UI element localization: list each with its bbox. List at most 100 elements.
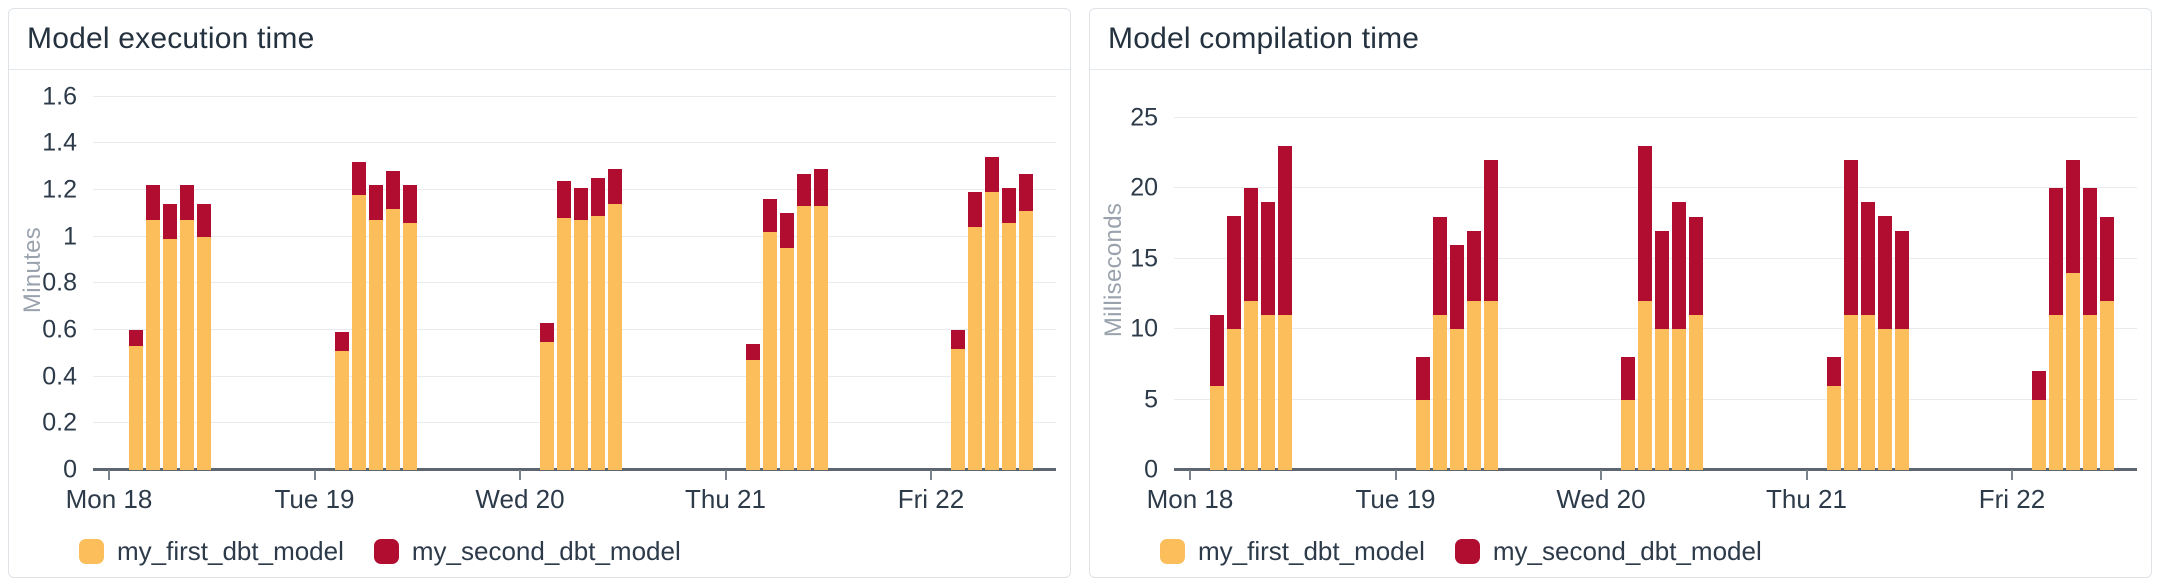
bar-wed-20-5[interactable]: [1689, 216, 1703, 470]
bar-segment-my_first_dbt_model[interactable]: [2083, 315, 2097, 470]
bar-segment-my_second_dbt_model[interactable]: [540, 323, 554, 342]
bar-segment-my_first_dbt_model[interactable]: [385, 208, 400, 470]
bar-segment-my_first_dbt_model[interactable]: [557, 218, 571, 470]
bar-thu-21-3[interactable]: [779, 213, 794, 470]
bar-wed-20-1[interactable]: [1621, 357, 1635, 470]
bar-segment-my_second_dbt_model[interactable]: [351, 162, 366, 195]
bar-segment-my_first_dbt_model[interactable]: [1894, 329, 1909, 470]
bar-segment-my_second_dbt_model[interactable]: [1210, 315, 1224, 386]
bar-segment-my_second_dbt_model[interactable]: [1483, 160, 1498, 301]
bar-segment-my_first_dbt_model[interactable]: [129, 346, 143, 470]
bar-tue-19-1[interactable]: [1415, 357, 1430, 470]
bar-segment-my_first_dbt_model[interactable]: [574, 220, 588, 470]
bar-segment-my_first_dbt_model[interactable]: [1466, 301, 1481, 470]
bar-segment-my_second_dbt_model[interactable]: [985, 157, 999, 193]
bar-tue-19-3[interactable]: [368, 185, 383, 470]
bar-tue-19-5[interactable]: [1483, 160, 1498, 470]
bar-segment-my_first_dbt_model[interactable]: [779, 248, 794, 470]
bar-tue-19-4[interactable]: [385, 171, 400, 470]
bar-thu-21-4[interactable]: [1877, 216, 1892, 470]
bar-segment-my_first_dbt_model[interactable]: [1877, 329, 1892, 470]
bar-segment-my_second_dbt_model[interactable]: [1278, 146, 1292, 316]
bar-segment-my_first_dbt_model[interactable]: [1432, 315, 1447, 470]
bar-wed-20-2[interactable]: [557, 180, 571, 470]
bar-segment-my_second_dbt_model[interactable]: [2083, 188, 2097, 316]
bar-segment-my_first_dbt_model[interactable]: [796, 206, 811, 470]
bar-segment-my_first_dbt_model[interactable]: [813, 206, 828, 470]
bar-segment-my_second_dbt_model[interactable]: [1466, 230, 1481, 301]
bar-tue-19-2[interactable]: [1432, 216, 1447, 470]
bar-fri-22-3[interactable]: [985, 157, 999, 470]
bar-tue-19-1[interactable]: [334, 332, 349, 470]
bar-segment-my_first_dbt_model[interactable]: [745, 360, 760, 470]
legend-item-my_first_dbt_model[interactable]: my_first_dbt_model: [79, 536, 344, 567]
bar-segment-my_second_dbt_model[interactable]: [1672, 202, 1686, 330]
bar-segment-my_second_dbt_model[interactable]: [1244, 188, 1258, 301]
bar-segment-my_second_dbt_model[interactable]: [334, 332, 349, 352]
bar-mon-18-4[interactable]: [1261, 202, 1275, 470]
bar-segment-my_first_dbt_model[interactable]: [1689, 315, 1703, 470]
bar-segment-my_second_dbt_model[interactable]: [146, 185, 160, 221]
bar-mon-18-1[interactable]: [129, 330, 143, 470]
bar-thu-21-4[interactable]: [796, 173, 811, 470]
bar-segment-my_first_dbt_model[interactable]: [1261, 315, 1275, 470]
bar-segment-my_second_dbt_model[interactable]: [385, 171, 400, 209]
bar-segment-my_first_dbt_model[interactable]: [1244, 301, 1258, 470]
bar-segment-my_first_dbt_model[interactable]: [1210, 385, 1224, 470]
bar-segment-my_first_dbt_model[interactable]: [163, 239, 177, 470]
bar-thu-21-1[interactable]: [745, 344, 760, 470]
bar-fri-22-4[interactable]: [1002, 187, 1016, 470]
bar-fri-22-4[interactable]: [2083, 188, 2097, 470]
bar-segment-my_second_dbt_model[interactable]: [368, 185, 383, 221]
bar-fri-22-2[interactable]: [968, 192, 982, 470]
bar-segment-my_first_dbt_model[interactable]: [334, 351, 349, 470]
bar-segment-my_second_dbt_model[interactable]: [574, 187, 588, 221]
bar-segment-my_first_dbt_model[interactable]: [1826, 385, 1841, 470]
bar-segment-my_first_dbt_model[interactable]: [1019, 211, 1033, 470]
bar-segment-my_first_dbt_model[interactable]: [146, 220, 160, 470]
bar-segment-my_first_dbt_model[interactable]: [1672, 329, 1686, 470]
bar-fri-22-2[interactable]: [2049, 188, 2063, 470]
bar-segment-my_second_dbt_model[interactable]: [2032, 371, 2046, 400]
bar-segment-my_first_dbt_model[interactable]: [197, 236, 211, 470]
bar-fri-22-1[interactable]: [2032, 371, 2046, 470]
bar-segment-my_first_dbt_model[interactable]: [591, 215, 605, 470]
bar-segment-my_second_dbt_model[interactable]: [1002, 187, 1016, 223]
bar-segment-my_second_dbt_model[interactable]: [557, 180, 571, 219]
legend-item-my_second_dbt_model[interactable]: my_second_dbt_model: [373, 536, 681, 567]
bar-segment-my_first_dbt_model[interactable]: [368, 220, 383, 470]
bar-segment-my_second_dbt_model[interactable]: [779, 213, 794, 249]
bar-segment-my_first_dbt_model[interactable]: [1227, 329, 1241, 470]
bar-segment-my_first_dbt_model[interactable]: [1860, 315, 1875, 470]
bar-segment-my_first_dbt_model[interactable]: [351, 194, 366, 470]
bar-segment-my_second_dbt_model[interactable]: [762, 199, 777, 233]
bar-mon-18-5[interactable]: [1278, 146, 1292, 470]
legend-item-my_second_dbt_model[interactable]: my_second_dbt_model: [1454, 536, 1762, 567]
bar-mon-18-2[interactable]: [1227, 216, 1241, 470]
bar-fri-22-5[interactable]: [2100, 216, 2114, 470]
bar-segment-my_second_dbt_model[interactable]: [745, 344, 760, 361]
bar-segment-my_second_dbt_model[interactable]: [591, 178, 605, 216]
bar-mon-18-3[interactable]: [163, 204, 177, 470]
bar-mon-18-1[interactable]: [1210, 315, 1224, 470]
bar-fri-22-5[interactable]: [1019, 173, 1033, 470]
bar-fri-22-1[interactable]: [951, 330, 965, 470]
bar-segment-my_first_dbt_model[interactable]: [2049, 315, 2063, 470]
bar-segment-my_first_dbt_model[interactable]: [1002, 222, 1016, 470]
bar-segment-my_first_dbt_model[interactable]: [951, 348, 965, 470]
bar-tue-19-2[interactable]: [351, 162, 366, 470]
bar-segment-my_second_dbt_model[interactable]: [968, 192, 982, 228]
bar-segment-my_second_dbt_model[interactable]: [608, 169, 622, 205]
bar-segment-my_first_dbt_model[interactable]: [968, 227, 982, 470]
bar-segment-my_first_dbt_model[interactable]: [1278, 315, 1292, 470]
bar-wed-20-2[interactable]: [1638, 146, 1652, 470]
bar-segment-my_second_dbt_model[interactable]: [1261, 202, 1275, 316]
bar-segment-my_second_dbt_model[interactable]: [796, 173, 811, 207]
bar-thu-21-5[interactable]: [813, 169, 828, 470]
bar-wed-20-3[interactable]: [574, 187, 588, 470]
bar-segment-my_first_dbt_model[interactable]: [1621, 399, 1635, 470]
bar-segment-my_second_dbt_model[interactable]: [1638, 146, 1652, 301]
bar-segment-my_second_dbt_model[interactable]: [1449, 244, 1464, 330]
bar-segment-my_second_dbt_model[interactable]: [2066, 160, 2080, 273]
bar-segment-my_second_dbt_model[interactable]: [1826, 357, 1841, 386]
